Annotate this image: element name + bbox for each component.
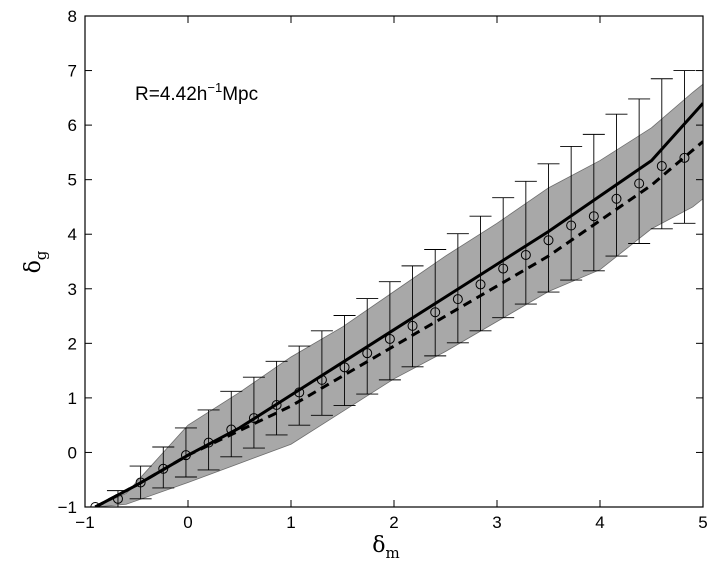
data-point-marker (384, 333, 395, 344)
y-tick-label: 6 (68, 116, 77, 135)
data-point-marker (543, 235, 554, 246)
data-point-marker (294, 387, 305, 398)
error-bar (492, 197, 515, 319)
data-point-marker (475, 279, 486, 290)
y-tick-label: 2 (68, 334, 77, 353)
data-point-marker (656, 161, 667, 172)
data-point-marker (271, 399, 282, 410)
axes (84, 15, 704, 508)
y-tick-label: 7 (68, 62, 77, 81)
data-point-marker (634, 178, 645, 189)
data-point-marker (248, 413, 259, 424)
y-tick-label: 8 (68, 7, 77, 26)
y-tick-label: −1 (58, 498, 77, 517)
data-point-marker (135, 477, 146, 488)
data-point-marker (679, 152, 690, 163)
data-point-marker (407, 320, 418, 331)
data-point-marker (90, 502, 101, 507)
x-axis-label: δm (372, 533, 399, 562)
y-axis-label: δg (21, 250, 50, 273)
confidence-band (95, 83, 703, 507)
error-bar (288, 345, 311, 426)
plot-area (85, 70, 703, 507)
x-tick-label: −1 (75, 513, 94, 532)
error-bar (582, 133, 605, 272)
data-point-marker (316, 374, 327, 385)
data-point-marker (339, 362, 350, 373)
error-bar (220, 390, 243, 458)
error-bar (628, 98, 651, 244)
y-tick-label: 4 (68, 225, 77, 244)
data-point-marker (158, 463, 169, 474)
data-point-marker (452, 294, 463, 305)
error-bar (152, 446, 175, 489)
error-bar (537, 163, 560, 293)
error-bar (310, 330, 333, 416)
data-point-marker (112, 493, 123, 504)
x-tick-label: 4 (595, 513, 604, 532)
x-tick-label: 2 (389, 513, 398, 532)
error-bar (514, 180, 537, 305)
error-bar (560, 145, 583, 281)
x-tick-label: 0 (183, 513, 192, 532)
data-point-marker (520, 249, 531, 260)
dashed-series-line (94, 140, 703, 507)
data-point-marker (226, 424, 237, 435)
x-tick-label: 5 (698, 513, 707, 532)
y-tick-label: 5 (68, 171, 77, 190)
y-tick-label: 1 (68, 389, 77, 408)
error-bar (265, 360, 288, 436)
radius-annotation: R=4.42h−1Mpc (135, 80, 258, 105)
error-bar (650, 78, 673, 230)
data-point-marker (588, 211, 599, 222)
data-point-marker (203, 437, 214, 448)
y-tick-label: 0 (68, 443, 77, 462)
data-point-marker (498, 263, 509, 274)
data-point-marker (180, 450, 191, 461)
x-tick-label: 1 (286, 513, 295, 532)
error-bar (174, 427, 197, 478)
data-point-marker (566, 220, 577, 231)
error-bar (673, 70, 696, 224)
y-tick-label: 3 (68, 280, 77, 299)
error-bar (197, 409, 220, 471)
x-tick-label: 3 (492, 513, 501, 532)
data-point-marker (611, 193, 622, 204)
error-bar (242, 376, 265, 449)
data-point-marker (362, 348, 373, 359)
data-point-marker (430, 307, 441, 318)
labels: −1 0 1 2 3 4 5 −1 0 1 2 3 4 5 6 7 8 δm δg R=4.42h−1Mpc (21, 7, 708, 562)
